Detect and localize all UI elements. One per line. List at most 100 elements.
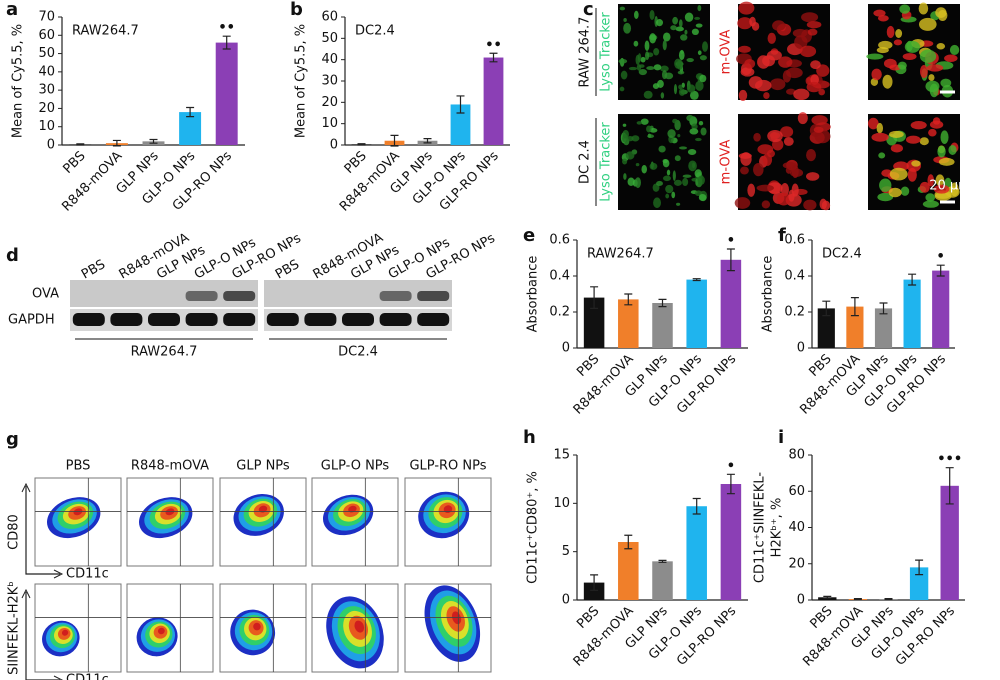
- y-tick-label: 0: [47, 138, 55, 153]
- y-tick-label: 0: [797, 341, 805, 356]
- density-contour: [354, 620, 365, 633]
- significance-mark: •: [727, 459, 735, 474]
- x-tick-label: PBS: [342, 149, 370, 177]
- cell-signal: [791, 183, 799, 197]
- cell-signal: [620, 70, 628, 80]
- error-bar: [390, 134, 399, 147]
- protein-label: GAPDH: [8, 313, 55, 328]
- bar: [940, 485, 959, 600]
- y-tick-label: 50: [321, 31, 338, 46]
- cell-signal: [625, 151, 635, 160]
- cell-signal: [737, 17, 753, 30]
- cell-signal: [806, 149, 816, 162]
- error-bar: [823, 595, 832, 599]
- y-tick-label: 10: [553, 496, 570, 511]
- group-label: GLP-RO NPs: [409, 459, 486, 474]
- error-bar: [850, 297, 859, 317]
- significance-mark: ••: [218, 21, 235, 36]
- cell-signal: [695, 178, 699, 186]
- cell-signal: [640, 118, 649, 125]
- band-gapdh: [72, 313, 105, 326]
- cell-signal: [738, 1, 755, 15]
- bar: [483, 57, 504, 145]
- bar: [215, 42, 238, 145]
- cell-signal: [933, 184, 950, 194]
- cell-signal: [699, 55, 707, 61]
- cell-signal: [791, 164, 799, 179]
- cell-signal: [762, 55, 776, 67]
- cell-signal: [699, 74, 707, 83]
- cell-signal: [937, 145, 946, 158]
- y-axis-label: CD80: [7, 514, 22, 550]
- chart-annotation: DC2.4: [822, 247, 862, 262]
- cell-signal: [672, 170, 676, 181]
- cell-signal: [886, 25, 895, 38]
- error-bar: [590, 574, 599, 591]
- y-axis-label: CD11c⁺SIINFEKL-: [753, 472, 768, 584]
- cell-signal: [753, 132, 761, 142]
- cell-signal: [776, 192, 791, 206]
- cell-signal: [778, 56, 793, 68]
- cell-signal: [926, 64, 944, 72]
- cell-signal: [889, 130, 904, 138]
- cell-signal: [672, 16, 678, 25]
- cell-signal: [695, 137, 702, 142]
- cell-signal: [698, 121, 704, 126]
- cell-signal: [734, 197, 751, 209]
- y-axis-label: Mean of Cy5.5, %: [294, 24, 309, 138]
- cell-signal: [622, 123, 627, 127]
- error-bar: [879, 302, 888, 315]
- chart-annotation: DC2.4: [355, 24, 395, 39]
- cell-signal: [936, 42, 946, 50]
- cell-line-label: DC2.4: [338, 345, 378, 360]
- y-tick-label: 50: [38, 46, 55, 61]
- cell-signal: [935, 174, 945, 186]
- cell-signal: [878, 152, 886, 159]
- cell-signal: [889, 167, 908, 181]
- y-tick-label: 60: [788, 484, 805, 499]
- cell-signal: [631, 135, 640, 142]
- cell-signal: [634, 10, 639, 19]
- cell-signal: [928, 74, 935, 82]
- bar: [686, 506, 707, 600]
- cell-signal: [893, 39, 903, 46]
- cell-signal: [686, 84, 696, 93]
- cell-signal: [675, 26, 684, 32]
- panel-letter: e: [523, 225, 535, 246]
- cell-signal: [871, 68, 882, 81]
- cell-signal: [682, 174, 692, 178]
- cell-signal: [783, 136, 794, 146]
- cell-signal: [619, 6, 626, 11]
- y-axis-label: Mean of Cy5.5, %: [11, 24, 26, 138]
- cell-signal: [888, 187, 902, 198]
- cell-signal: [698, 193, 707, 202]
- y-axis-label: SIINFEKL-H2Kᵇ: [7, 581, 22, 675]
- x-tick-label: PBS: [574, 604, 602, 632]
- scale-label: 20 µm: [929, 179, 971, 194]
- error-bar: [915, 559, 924, 576]
- panel-letter: d: [6, 245, 19, 266]
- bar: [817, 308, 835, 348]
- group-label: GLP NPs: [236, 459, 290, 474]
- channel-label: Merge: [849, 142, 864, 183]
- panel-letter: i: [778, 427, 784, 448]
- band-gapdh: [110, 313, 143, 326]
- cell-signal: [876, 122, 884, 134]
- error-bar: [658, 559, 667, 563]
- cell-signal: [782, 70, 792, 83]
- axis-arrows: [25, 592, 60, 680]
- y-axis-label: CD11c⁺CD80⁺, %: [526, 471, 541, 584]
- density-contour: [348, 505, 357, 513]
- row-label: DC 2.4: [578, 140, 593, 184]
- cell-signal: [766, 149, 775, 158]
- cell-signal: [940, 130, 949, 145]
- significance-mark: •••: [937, 452, 962, 467]
- cell-signal: [636, 121, 642, 125]
- group-label: PBS: [66, 459, 91, 474]
- cell-signal: [665, 184, 674, 194]
- band-gapdh: [223, 313, 256, 326]
- error-bar: [590, 286, 599, 309]
- cell-signal: [867, 117, 879, 130]
- band-gapdh: [417, 313, 450, 326]
- cell-signal: [806, 81, 822, 93]
